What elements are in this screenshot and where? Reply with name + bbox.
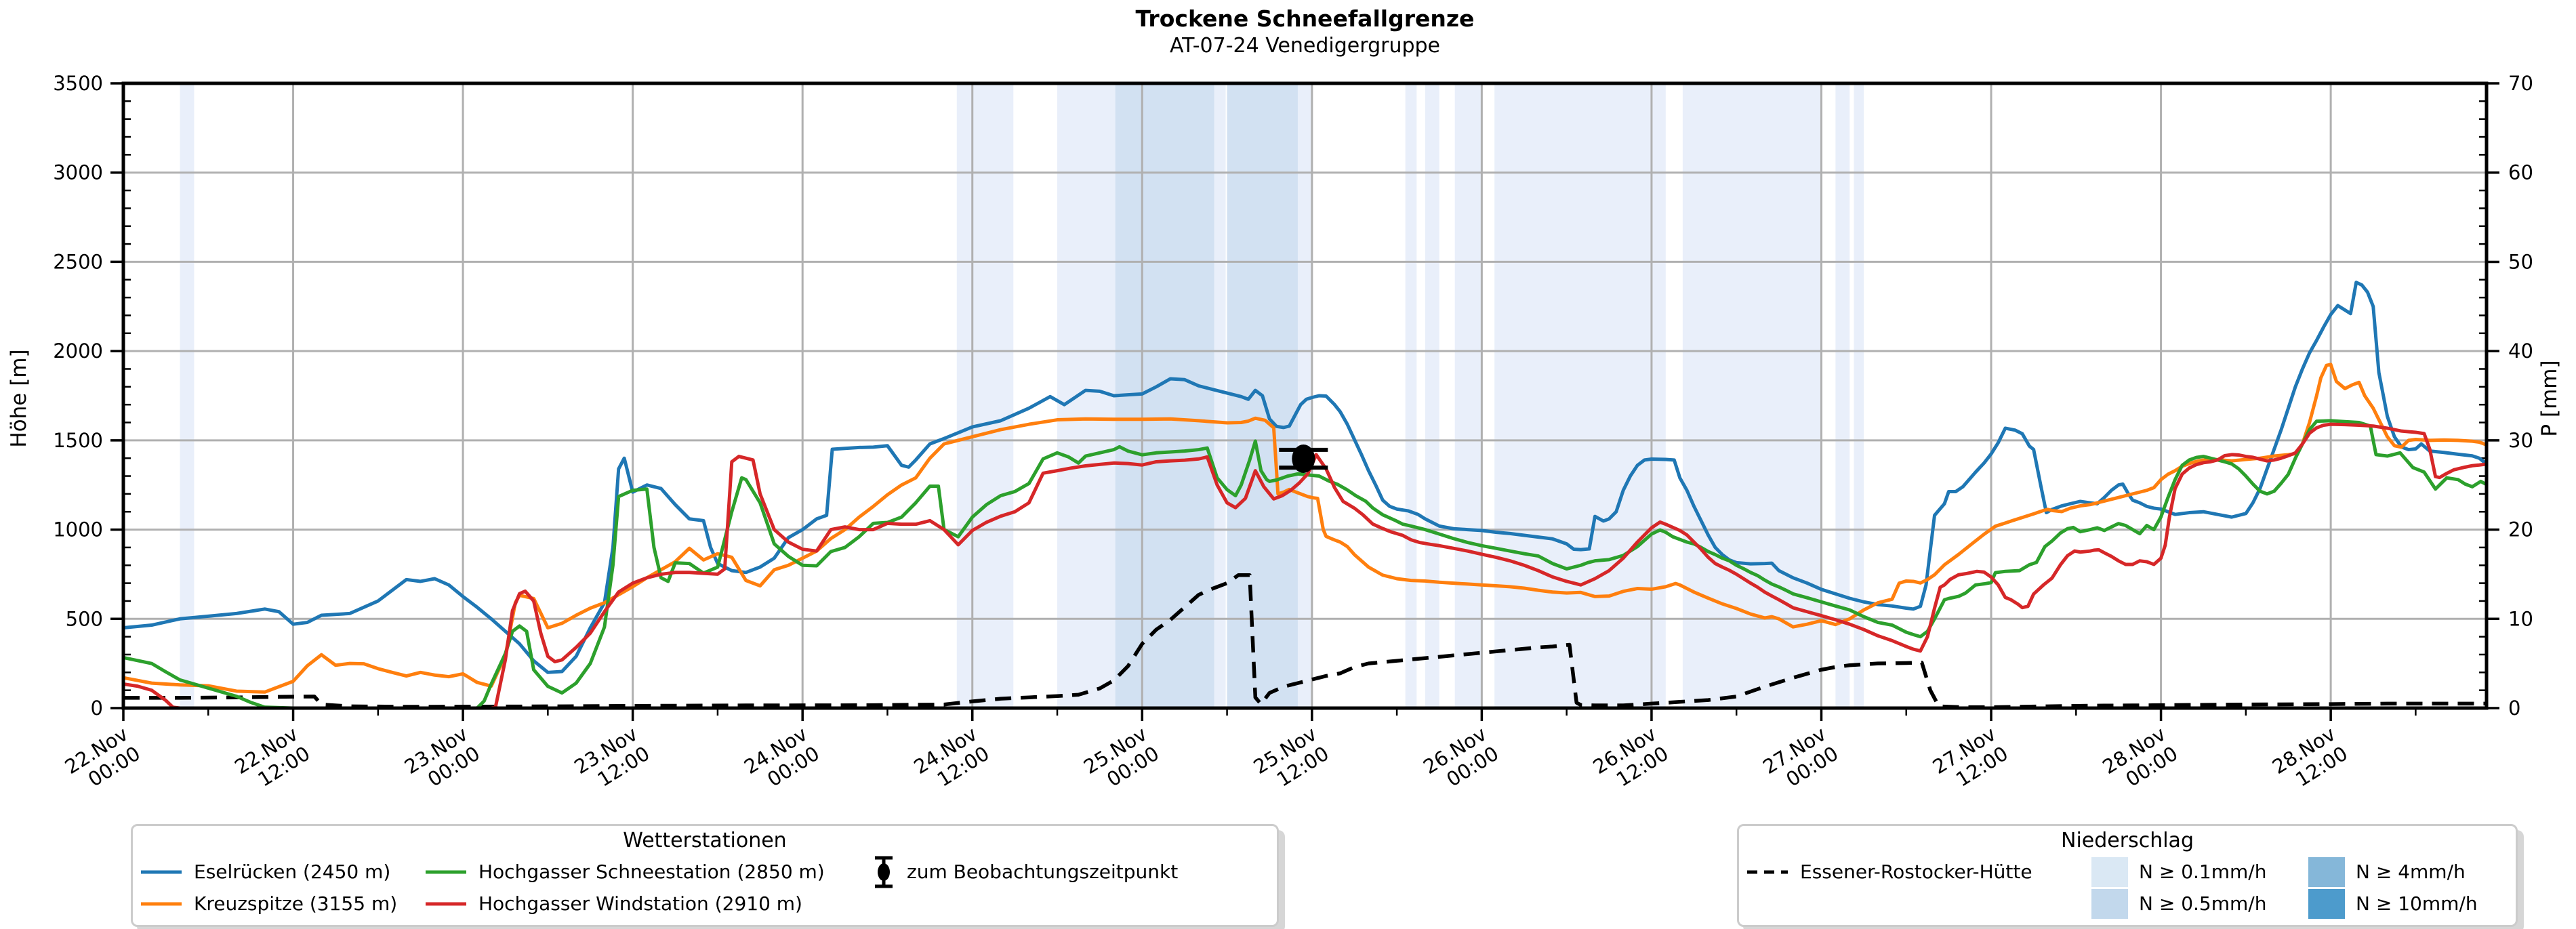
legend-label: Eselrücken (2450 m) [194,861,391,883]
precip-band-0.1 [956,83,1014,708]
y-left-tick-label: 0 [91,697,103,720]
legend-item-precip-4: N ≥ 4mm/h [2308,856,2509,888]
y-left-tick-label: 500 [66,607,103,630]
legend-label: N ≥ 10mm/h [2356,892,2478,915]
hochgasser-windstation-line-icon [424,901,468,907]
y-axis-label-right: P [mm] [2537,360,2562,437]
precip-band-0.1 [1854,83,1864,708]
precip-4-patch-icon [2308,856,2345,887]
legend-label: Essener-Rostocker-Hütte [1800,861,2032,883]
legend-label: N ≥ 4mm/h [2356,861,2466,883]
y-left-tick-label: 2500 [53,250,103,273]
series-hochgasser_wind [121,422,2489,710]
precip-band-0.1 [1494,83,1666,708]
y-left-tick-label: 1000 [53,518,103,541]
precip-band-0.1 [1682,83,1822,708]
legend-label: zum Beobachtungszeitpunkt [907,861,1179,883]
precip-band-0.1 [1214,83,1226,708]
legend-precipitation: Niederschlag Essener-Rostocker-Hütte N ≥… [1737,824,2518,927]
legend-label: Hochgasser Schneestation (2850 m) [478,861,825,883]
y-right-tick-label: 30 [2508,429,2533,452]
hochgasser-schneestation-line-icon [424,869,468,875]
legend-item-precip-0.1: N ≥ 0.1mm/h [2091,856,2308,888]
y-axis-label-left: Höhe [m] [7,349,31,448]
legend-label: Kreuzspitze (3155 m) [194,892,398,915]
precip-band-0.1 [1405,83,1417,708]
y-right-tick-label: 50 [2508,250,2533,273]
legend-item-essener-rostocker-huette: Essener-Rostocker-Hütte [1746,856,2091,888]
legend-item-observation-time: zum Beobachtungszeitpunkt [872,856,1270,888]
y-right-tick-label: 10 [2508,607,2533,630]
legend-item-eselruecken: Eselrücken (2450 m) [140,856,424,888]
precip-band-0.1 [1297,83,1312,708]
series-eselruecken [121,281,2489,674]
y-right-tick-label: 60 [2508,161,2533,184]
y-left-tick-label: 3500 [53,72,103,95]
legend-label: N ≥ 0.5mm/h [2139,892,2267,915]
legend-weather-stations: Wetterstationen Eselrücken (2450 m) Kreu… [131,824,1279,927]
legend-precip-title: Niederschlag [2061,829,2194,852]
y-right-tick-label: 0 [2508,697,2520,720]
precip-0.1-patch-icon [2091,856,2128,887]
precip-band-0.1 [1425,83,1439,708]
legend-weather-title: Wetterstationen [623,829,787,852]
precip-band-0.1 [1454,83,1482,708]
y-left-tick-label: 1500 [53,429,103,452]
chart-subtitle: AT-07-24 Venedigergruppe [1169,34,1441,58]
legend-item-hochgasser-schneestation: Hochgasser Schneestation (2850 m) [424,856,872,888]
y-right-tick-label: 40 [2508,339,2533,363]
y-right-tick-label: 70 [2508,72,2533,95]
legend-item-precip-10: N ≥ 10mm/h [2308,888,2509,920]
precip-0.5-patch-icon [2091,888,2128,919]
chart-title: Trockene Schneefallgrenze [1135,5,1475,32]
y-left-tick-label: 3000 [53,161,103,184]
kreuzspitze-line-icon [140,901,183,907]
precip-band-0.1 [1057,83,1116,708]
legend-item-precip-0.5: N ≥ 0.5mm/h [2091,888,2308,920]
precip-band-0.1 [180,83,195,708]
legend-item-kreuzspitze: Kreuzspitze (3155 m) [140,888,424,920]
eselruecken-line-icon [140,869,183,875]
legend-label: Hochgasser Windstation (2910 m) [478,892,802,915]
y-right-tick-label: 20 [2508,518,2533,541]
y-left-tick-label: 2000 [53,339,103,363]
dashed-line-icon [1746,869,1789,875]
legend-item-hochgasser-windstation: Hochgasser Windstation (2910 m) [424,888,872,920]
observation-marker [1292,444,1315,473]
precip-band-0.1 [1835,83,1850,708]
plot-border [121,81,2489,710]
legend-label: N ≥ 0.1mm/h [2139,861,2267,883]
precip-10-patch-icon [2308,888,2345,919]
observation-marker-icon [872,854,896,890]
